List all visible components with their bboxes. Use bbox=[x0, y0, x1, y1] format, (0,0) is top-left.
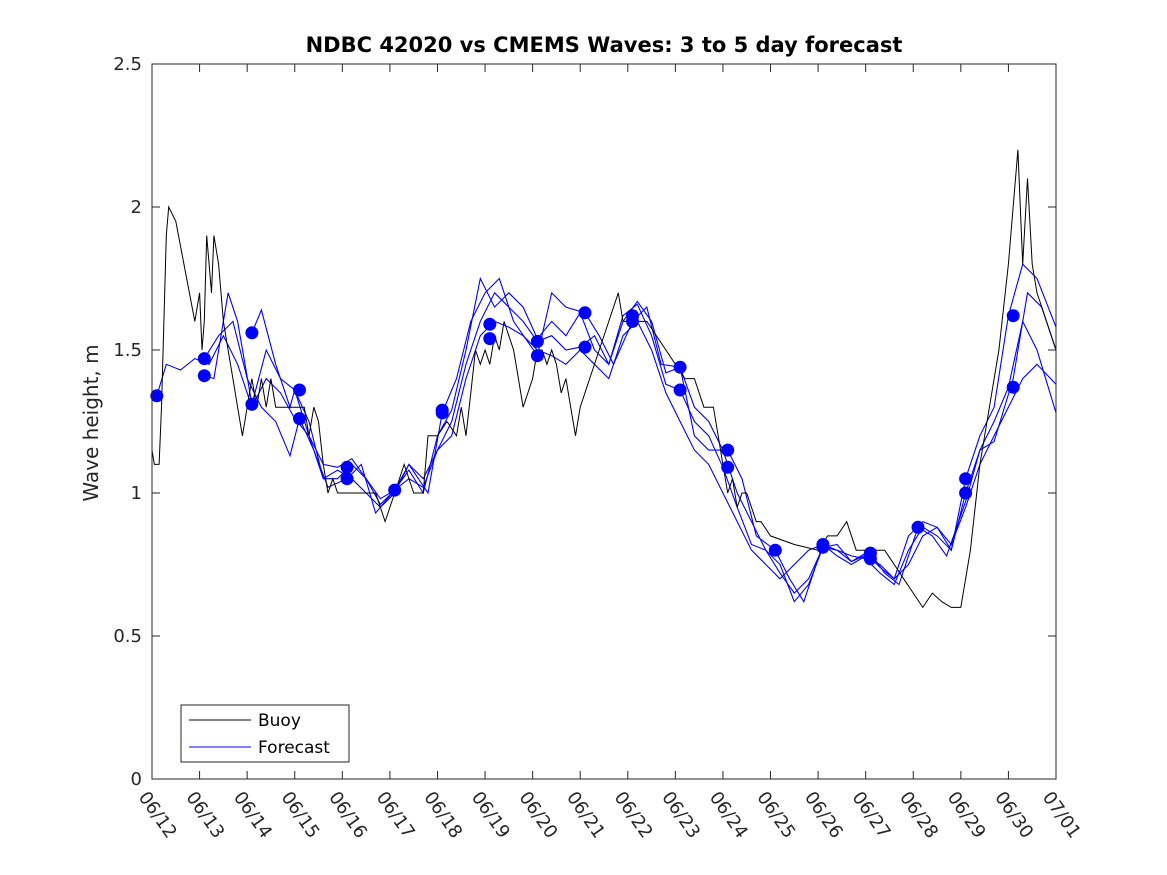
forecast-marker-2 bbox=[197, 369, 211, 383]
forecast-marker-19 bbox=[626, 314, 639, 328]
legend-label-forecast: Forecast bbox=[258, 738, 330, 758]
plot-series bbox=[150, 149, 1057, 609]
chart-title: NDBC 42020 vs CMEMS Waves: 3 to 5 day fo… bbox=[306, 33, 903, 57]
forecast-marker-13 bbox=[483, 332, 497, 346]
forecast-line-1 bbox=[204, 291, 1057, 594]
forecast-marker-26 bbox=[816, 540, 830, 554]
forecast-marker-9 bbox=[388, 483, 402, 497]
forecast-marker-0 bbox=[150, 389, 164, 403]
y-tick-label-1: 0.5 bbox=[113, 626, 142, 647]
forecast-marker-21 bbox=[673, 383, 687, 397]
forecast-marker-8 bbox=[340, 472, 354, 486]
forecast-marker-23 bbox=[721, 460, 735, 474]
forecast-marker-5 bbox=[293, 383, 306, 397]
forecast-marker-29 bbox=[911, 520, 925, 534]
forecast-marker-1 bbox=[197, 352, 211, 366]
forecast-marker-3 bbox=[245, 326, 259, 340]
legend-box bbox=[180, 704, 350, 763]
forecast-marker-22 bbox=[721, 443, 735, 457]
plot-frame bbox=[151, 63, 1057, 780]
forecast-line-3 bbox=[203, 277, 1057, 603]
forecast-marker-17 bbox=[578, 340, 592, 354]
forecast-marker-15 bbox=[530, 349, 544, 363]
y-tick-label-5: 2.5 bbox=[113, 54, 142, 75]
forecast-line-0 bbox=[156, 320, 1057, 580]
forecast-marker-31 bbox=[959, 486, 973, 500]
forecast-marker-12 bbox=[483, 317, 497, 331]
forecast-marker-4 bbox=[245, 397, 259, 411]
y-axis: 0 0.5 1 1.5 2 2.5 bbox=[113, 54, 1056, 790]
y-tick-label-2: 1 bbox=[131, 483, 142, 504]
forecast-marker-6 bbox=[293, 412, 306, 426]
y-tick-label-4: 2 bbox=[131, 197, 142, 218]
forecast-marker-32 bbox=[1006, 309, 1020, 323]
forecast-marker-16 bbox=[578, 306, 592, 320]
forecast-marker-33 bbox=[1006, 380, 1020, 394]
forecast-marker-24 bbox=[768, 543, 782, 557]
forecast-marker-7 bbox=[340, 460, 354, 474]
forecast-marker-20 bbox=[673, 360, 687, 374]
legend: Buoy Forecast bbox=[180, 704, 350, 763]
y-axis-label: Wave height, m bbox=[79, 344, 103, 501]
forecast-marker-14 bbox=[530, 334, 544, 348]
y-tick-label-0: 0 bbox=[131, 769, 142, 790]
forecast-marker-30 bbox=[959, 472, 973, 486]
forecast-marker-11 bbox=[435, 406, 449, 420]
forecast-marker-28 bbox=[863, 552, 877, 566]
y-tick-label-3: 1.5 bbox=[113, 340, 142, 361]
legend-label-buoy: Buoy bbox=[258, 711, 301, 731]
